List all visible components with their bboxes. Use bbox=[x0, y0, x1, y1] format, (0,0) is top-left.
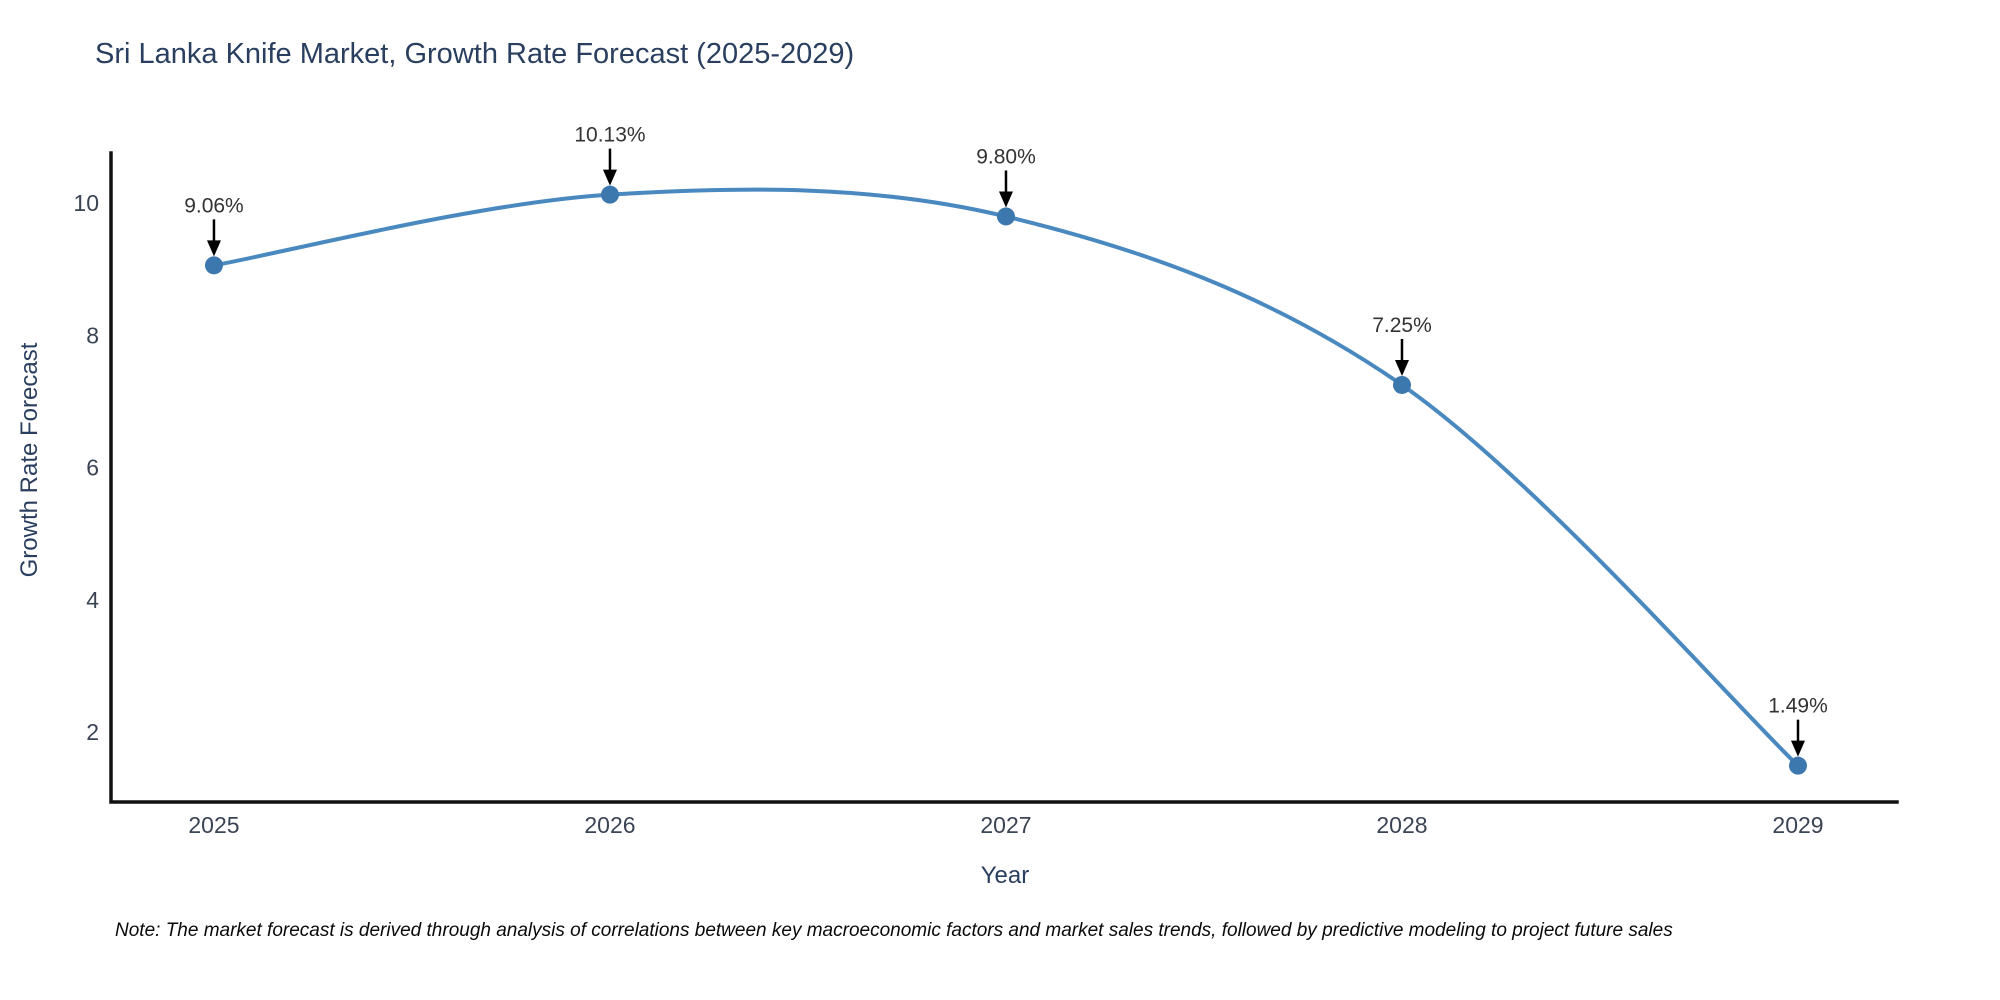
data-point-marker-2026 bbox=[600, 185, 619, 204]
x-axis-title: Year bbox=[980, 862, 1030, 889]
x-tick-label: 2025 bbox=[188, 812, 239, 838]
y-tick-label: 2 bbox=[86, 719, 99, 745]
data-point-marker-2028 bbox=[1392, 375, 1411, 394]
annotation-arrowhead bbox=[602, 169, 617, 186]
x-tick-label: 2029 bbox=[1772, 812, 1823, 838]
axis-lines bbox=[109, 151, 1899, 804]
forecast-line bbox=[211, 187, 1800, 768]
data-point-marker-2025 bbox=[204, 256, 223, 275]
y-tick-label: 6 bbox=[86, 455, 99, 481]
data-point-label-2026: 10.13% bbox=[574, 124, 645, 147]
x-tick-label: 2026 bbox=[584, 812, 635, 838]
chart-title: Sri Lanka Knife Market, Growth Rate Fore… bbox=[95, 38, 855, 70]
chart-footnote: Note: The market forecast is derived thr… bbox=[115, 920, 1673, 941]
annotation-arrowhead bbox=[998, 191, 1013, 208]
annotation-arrowhead bbox=[1394, 359, 1409, 376]
y-tick-label: 8 bbox=[86, 322, 99, 348]
x-tick-label: 2028 bbox=[1376, 812, 1427, 838]
data-point-label-2027: 9.80% bbox=[976, 145, 1036, 168]
y-tick-label: 10 bbox=[73, 190, 99, 216]
data-point-label-2028: 7.25% bbox=[1372, 314, 1432, 337]
x-tick-label: 2027 bbox=[980, 812, 1031, 838]
data-point-label-2025: 9.06% bbox=[184, 194, 244, 217]
annotation-arrowhead bbox=[1790, 740, 1805, 757]
data-point-marker-2027 bbox=[996, 207, 1015, 226]
data-point-label-2029: 1.49% bbox=[1768, 695, 1828, 718]
data-point-marker-2029 bbox=[1788, 756, 1807, 775]
y-tick-label: 4 bbox=[86, 587, 99, 613]
annotation-arrowhead bbox=[206, 240, 221, 257]
